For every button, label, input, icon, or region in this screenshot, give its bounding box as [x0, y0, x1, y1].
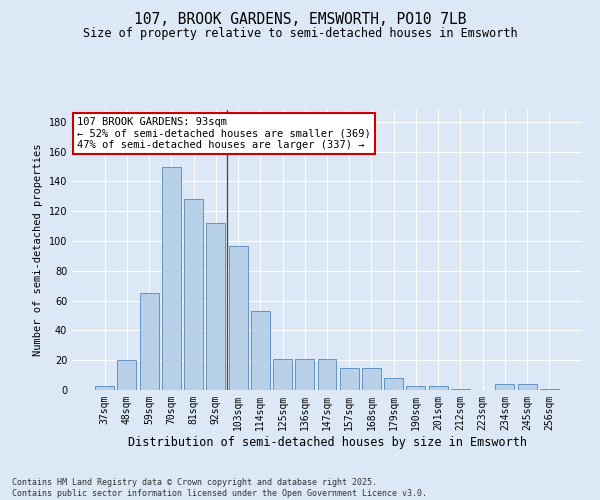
Bar — [451, 388, 470, 390]
Text: 107, BROOK GARDENS, EMSWORTH, PO10 7LB: 107, BROOK GARDENS, EMSWORTH, PO10 7LB — [134, 12, 466, 28]
Text: Size of property relative to semi-detached houses in Emsworth: Size of property relative to semi-detach… — [83, 28, 517, 40]
Y-axis label: Number of semi-detached properties: Number of semi-detached properties — [33, 144, 43, 356]
Bar — [251, 311, 270, 390]
Bar — [406, 386, 425, 390]
Bar — [384, 378, 403, 390]
Bar — [229, 246, 248, 390]
Bar — [184, 200, 203, 390]
Bar — [295, 358, 314, 390]
Bar — [273, 358, 292, 390]
Text: 107 BROOK GARDENS: 93sqm
← 52% of semi-detached houses are smaller (369)
47% of : 107 BROOK GARDENS: 93sqm ← 52% of semi-d… — [77, 117, 371, 150]
Bar — [140, 293, 158, 390]
Bar — [162, 166, 181, 390]
Bar — [518, 384, 536, 390]
Bar — [540, 388, 559, 390]
X-axis label: Distribution of semi-detached houses by size in Emsworth: Distribution of semi-detached houses by … — [128, 436, 527, 448]
Bar — [206, 223, 225, 390]
Bar — [317, 358, 337, 390]
Bar — [362, 368, 381, 390]
Text: Contains HM Land Registry data © Crown copyright and database right 2025.
Contai: Contains HM Land Registry data © Crown c… — [12, 478, 427, 498]
Bar — [429, 386, 448, 390]
Bar — [496, 384, 514, 390]
Bar — [340, 368, 359, 390]
Bar — [95, 386, 114, 390]
Bar — [118, 360, 136, 390]
